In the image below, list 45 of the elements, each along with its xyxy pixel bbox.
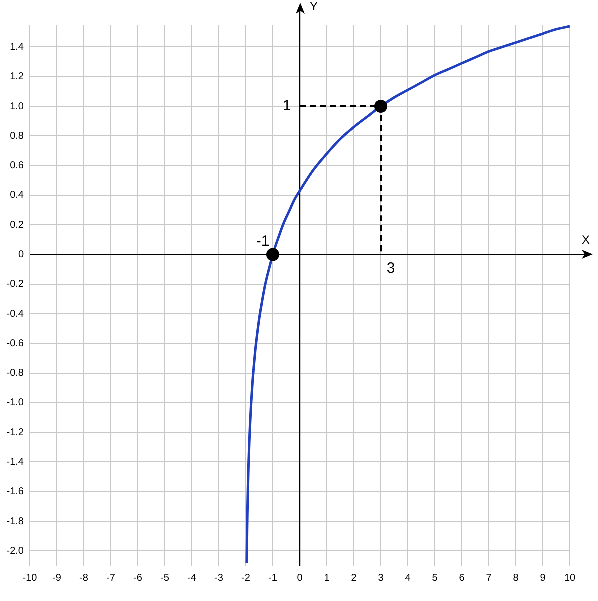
- x-tick-label: -3: [214, 572, 224, 584]
- annotation: 1: [282, 98, 292, 115]
- y-tick-label: -0.6: [6, 338, 24, 350]
- x-tick-label: -2: [242, 572, 251, 584]
- y-tick-label: 0.8: [10, 130, 24, 142]
- x-tick-label: 2: [351, 572, 358, 584]
- annotation: 3: [386, 260, 396, 277]
- x-tick-label: 4: [405, 572, 412, 584]
- x-axis-title: X: [582, 233, 590, 248]
- y-tick-label: 0.2: [10, 220, 24, 231]
- x-tick-label: -10: [22, 572, 38, 584]
- x-tick-label: 6: [459, 572, 466, 584]
- x-tick-label: 1: [324, 572, 330, 584]
- y-tick-label: -1.4: [6, 456, 24, 468]
- y-tick-label: -1.0: [6, 398, 24, 409]
- annotation: -1: [256, 232, 270, 250]
- x-tick-label: -8: [80, 572, 89, 584]
- x-tick-label: 5: [432, 572, 438, 584]
- x-tick-label: 8: [513, 572, 520, 584]
- y-tick-label: -1.2: [6, 427, 24, 438]
- y-tick-label: 0.4: [10, 190, 24, 202]
- x-tick-label: -1: [268, 572, 278, 584]
- y-tick-label: -1.8: [6, 516, 24, 528]
- y-axis-title: Y: [310, 0, 318, 14]
- x-tick-label: 3: [378, 572, 384, 584]
- y-tick-label: 1.4: [10, 42, 24, 53]
- x-tick-label: 10: [564, 572, 576, 584]
- line-series: [246, 25, 570, 564]
- y-tick-label: 0: [18, 249, 24, 260]
- y-tick-label: -0.2: [6, 279, 24, 290]
- y-tick-label: 1.0: [10, 101, 24, 112]
- y-tick-label: -2.0: [6, 546, 24, 557]
- x-tick-label: 9: [540, 572, 546, 584]
- y-tick-label: 0.6: [10, 160, 24, 172]
- x-tick-label: -4: [188, 572, 197, 584]
- y-tick-label: -1.6: [6, 486, 24, 498]
- x-tick-label: -5: [160, 572, 170, 584]
- x-tick-label: 0: [297, 572, 304, 584]
- y-tick-label: -0.8: [6, 368, 24, 380]
- x-tick-label: -9: [52, 572, 62, 584]
- y-tick-label: 1.2: [10, 72, 24, 83]
- x-tick-label: -7: [106, 572, 116, 584]
- y-tick-label: -0.4: [6, 308, 24, 320]
- x-tick-label: 7: [486, 572, 492, 584]
- x-tick-label: -6: [134, 572, 143, 584]
